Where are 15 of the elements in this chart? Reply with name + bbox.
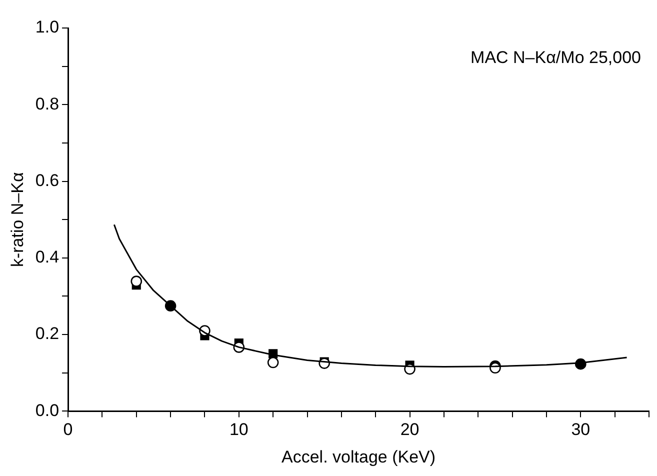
point — [130, 276, 142, 287]
x-tick-label: 30 — [571, 420, 590, 440]
y-tick-label: 0.4 — [35, 248, 60, 267]
y-tick-label: 0.6 — [35, 170, 60, 190]
x-tick-label: 0 — [63, 420, 73, 440]
point — [267, 356, 279, 368]
x-tick-label: 10 — [229, 420, 248, 440]
x-axis-title: Accel. voltage (KeV) — [282, 447, 436, 466]
y-axis-title: k-ratio N–Kα — [8, 172, 27, 268]
annotation: MAC N–Kα/Mo 25,000 — [470, 48, 641, 68]
y-tick-label: 0.0 — [35, 400, 60, 420]
x-tick-label: 20 — [400, 420, 420, 440]
y-tick-label: 0.2 — [35, 324, 60, 344]
y-tick-label: 0.8 — [35, 94, 60, 114]
y-tick-label: 1.0 — [35, 18, 60, 37]
